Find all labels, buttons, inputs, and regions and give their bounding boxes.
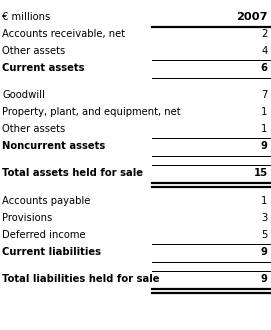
Text: 5: 5 <box>261 230 268 240</box>
Text: 6: 6 <box>261 63 268 73</box>
Text: Goodwill: Goodwill <box>2 90 45 100</box>
Text: 15: 15 <box>254 168 268 179</box>
Text: Property, plant, and equipment, net: Property, plant, and equipment, net <box>2 107 181 117</box>
Text: 9: 9 <box>261 247 268 257</box>
Text: 2007: 2007 <box>236 12 268 21</box>
Text: 3: 3 <box>262 213 268 223</box>
Text: € millions: € millions <box>2 12 50 21</box>
Text: Accounts receivable, net: Accounts receivable, net <box>2 28 125 39</box>
Text: 9: 9 <box>261 141 268 151</box>
Text: 7: 7 <box>261 90 268 100</box>
Text: 1: 1 <box>261 107 268 117</box>
Text: 4: 4 <box>262 46 268 56</box>
Text: 1: 1 <box>261 195 268 206</box>
Text: 9: 9 <box>261 274 268 284</box>
Text: Current assets: Current assets <box>2 63 85 73</box>
Text: Current liabilities: Current liabilities <box>2 247 101 257</box>
Text: Other assets: Other assets <box>2 46 65 56</box>
Text: Noncurrent assets: Noncurrent assets <box>2 141 105 151</box>
Text: Accounts payable: Accounts payable <box>2 195 91 206</box>
Text: Total liabilities held for sale: Total liabilities held for sale <box>2 274 160 284</box>
Text: 2: 2 <box>261 28 268 39</box>
Text: Provisions: Provisions <box>2 213 52 223</box>
Text: 1: 1 <box>261 124 268 134</box>
Text: Total assets held for sale: Total assets held for sale <box>2 168 143 179</box>
Text: Deferred income: Deferred income <box>2 230 86 240</box>
Text: Other assets: Other assets <box>2 124 65 134</box>
